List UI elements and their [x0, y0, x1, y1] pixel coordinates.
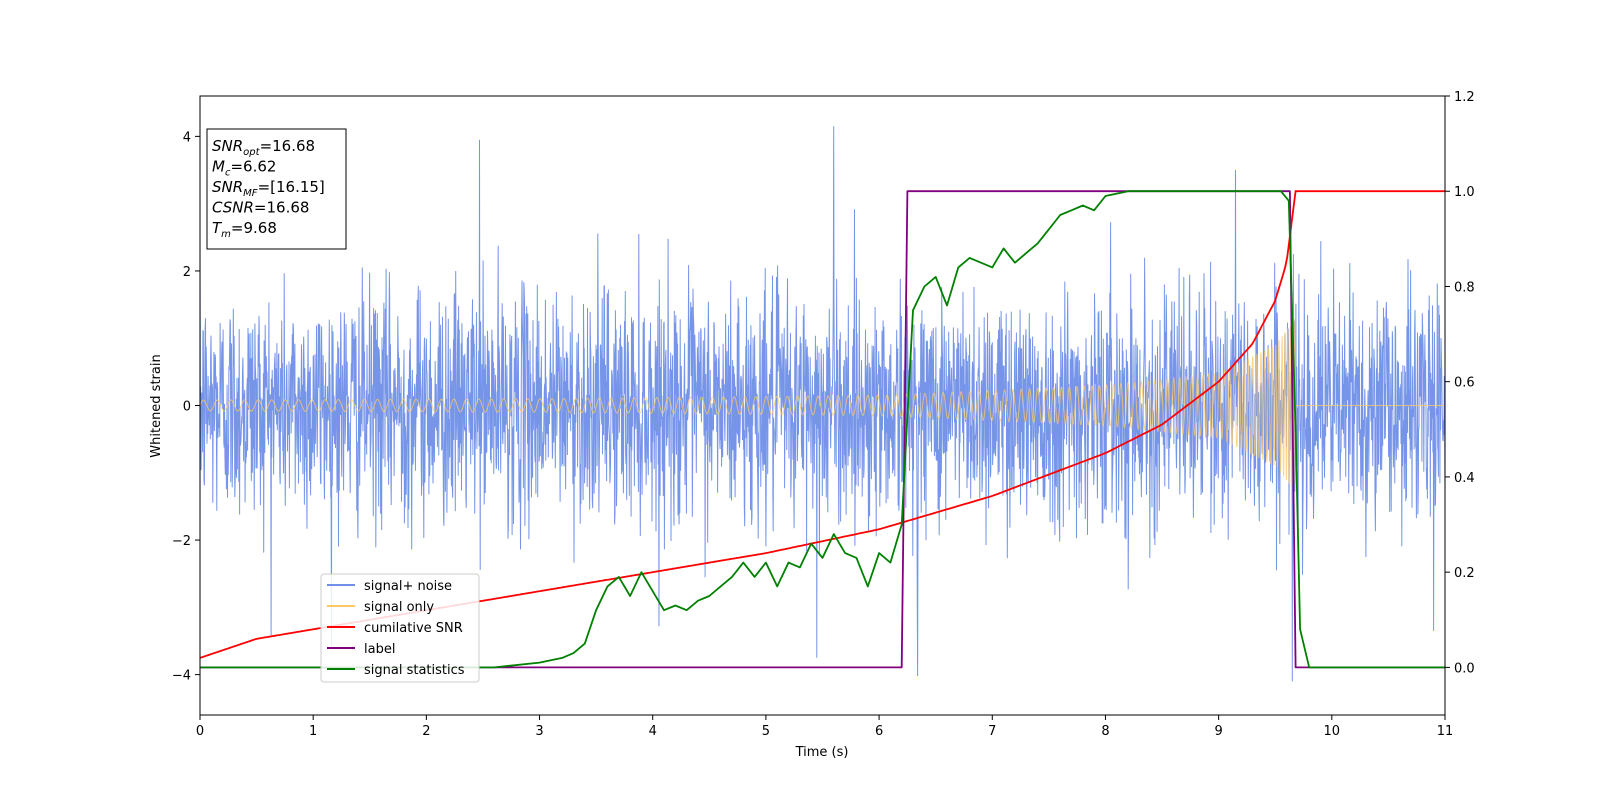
legend-label: signal statistics: [364, 663, 465, 678]
signal-statistics-line: [200, 190, 1445, 669]
x-tick-label: 0: [196, 724, 204, 739]
y-right-tick-label: 0.6: [1454, 376, 1475, 391]
legend-label: signal only: [364, 600, 434, 615]
y-left-tick-label: 2: [183, 265, 191, 280]
annotation-line: CSNR=16.68: [212, 199, 309, 217]
legend-label: label: [364, 642, 395, 657]
x-tick-label: 6: [875, 724, 883, 739]
x-tick-label: 4: [649, 724, 657, 739]
y-axis-right-ticks: 0.0 0.2 0.4 0.6 0.8 1.0 1.2: [1445, 90, 1475, 676]
x-tick-label: 2: [422, 724, 430, 739]
signal-statistics-series: [200, 190, 1445, 669]
legend-frame: [320, 573, 480, 683]
y-axis-left-ticks: −4 −2 0 2 4: [172, 130, 200, 684]
x-tick-label: 10: [1324, 724, 1341, 739]
annotation-frame: [206, 128, 347, 250]
signal-only-series: [200, 319, 1445, 491]
y-right-tick-label: 1.2: [1454, 90, 1475, 105]
y-right-tick-label: 0.4: [1454, 471, 1475, 486]
x-tick-label: 8: [1101, 724, 1109, 739]
y-right-tick-label: 0.2: [1454, 566, 1475, 581]
legend-label: signal+ noise: [364, 579, 452, 594]
y-right-tick-label: 0.0: [1454, 661, 1475, 676]
annotation-line: Mc=6.62: [212, 158, 276, 179]
y-left-tick-label: −2: [172, 534, 191, 549]
annotation-line: SNRMF=[16.15]: [212, 178, 325, 199]
y-left-tick-label: 4: [183, 130, 191, 145]
y-left-tick-label: 0: [183, 400, 191, 415]
x-tick-label: 5: [762, 724, 770, 739]
x-tick-label: 7: [988, 724, 996, 739]
y-axis-label: Whitened strain: [149, 354, 164, 457]
x-axis-ticks: 0 1 2 3 4 5 6 7 8 9 10 11: [196, 715, 1453, 739]
legend: signal+ noise signal only cumilative SNR la…: [320, 573, 480, 683]
annotation-line: Tm=9.68: [212, 219, 277, 240]
x-tick-label: 1: [309, 724, 317, 739]
signal-only-line: [200, 319, 1445, 491]
x-tick-label: 11: [1437, 724, 1454, 739]
x-tick-label: 9: [1214, 724, 1222, 739]
y-left-tick-label: −4: [172, 669, 191, 684]
stats-annotation-box: SNRopt=16.68Mc=6.62SNRMF=[16.15]CSNR=16.…: [206, 128, 347, 250]
x-axis-label: Time (s): [795, 745, 849, 760]
annotation-line: SNRopt=16.68: [212, 137, 315, 158]
legend-label: cumilative SNR: [364, 621, 463, 636]
y-right-tick-label: 0.8: [1454, 280, 1475, 295]
x-tick-label: 3: [535, 724, 543, 739]
y-right-tick-label: 1.0: [1454, 185, 1475, 200]
